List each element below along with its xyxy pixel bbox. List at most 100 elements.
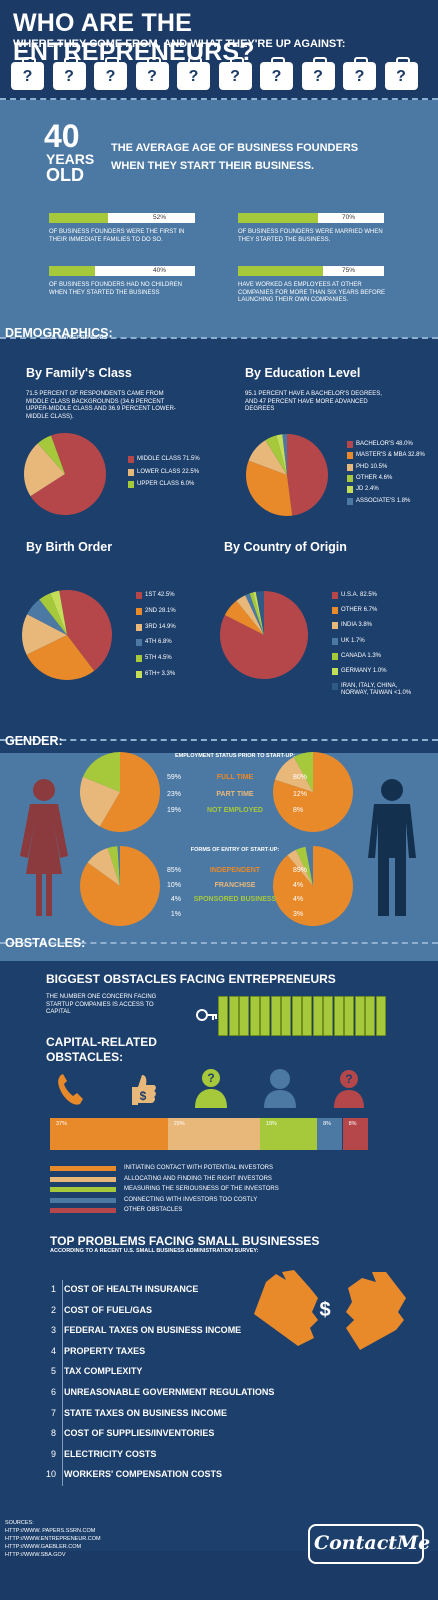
country-pie-slice — [224, 600, 264, 635]
male-percentage: 4% — [293, 881, 304, 889]
dollar-mark: $ — [319, 1299, 330, 1321]
female-percentage: 19% — [166, 807, 181, 814]
stat-bar-fill — [238, 213, 318, 223]
sources-label: SOURCES: — [5, 1520, 34, 1526]
family-legend-label: MIDDLE CLASS 71.5% — [137, 456, 200, 462]
stat-value: 70% — [342, 214, 356, 221]
demographics-subtitle: U.S. ENTREPRENEURS — [46, 335, 108, 341]
education-legend-swatch — [347, 463, 353, 471]
education-pie-slice — [282, 434, 287, 475]
problem-text: COST OF SUPPLIES/INVENTORIES — [64, 1428, 215, 1439]
biggest-obstacles-title: BIGGEST OBSTACLES FACING ENTREPRENEURS — [46, 972, 336, 986]
divider — [0, 98, 438, 100]
person-profile-icon — [264, 1069, 296, 1108]
education-legend-label: JD 2.4% — [356, 486, 379, 493]
country-legend-label: UK 1.7% — [341, 637, 365, 644]
problem-text: UNREASONABLE GOVERNMENT REGULATIONS — [64, 1387, 275, 1397]
thumbs-up-dollar-icon: $ — [132, 1075, 156, 1105]
banknote-icon — [365, 996, 375, 1036]
male_forms-pie-slice — [295, 846, 313, 886]
capital-bar-value: 18% — [265, 1121, 277, 1127]
briefcase-question-icon: ? — [177, 57, 210, 90]
age-old: OLD — [46, 165, 84, 185]
forms_rows-label: SPONSORED BUSINESS — [193, 896, 277, 903]
employment_rows-label: PART TIME — [216, 790, 254, 798]
birth-order-title: By Birth Order — [26, 540, 113, 554]
female_forms-pie-slice — [87, 847, 120, 886]
education-note: 95.1 PERCENT HAVE A BACHELOR'S DEGREES, … — [245, 391, 382, 412]
birth-pie-slice — [39, 593, 67, 635]
problems-separator — [62, 1280, 63, 1486]
capital-bar-value: 37% — [56, 1121, 68, 1127]
contactme-logo: ContactMe — [308, 1524, 430, 1564]
banknote-icon — [218, 996, 228, 1036]
contactme-logo-text: ContactMe — [314, 1532, 431, 1554]
briefcase-question-icon: ? — [94, 57, 127, 90]
country-legend-label: GERMANY 1.0% — [341, 668, 387, 674]
birth-pie-slice — [50, 590, 67, 635]
divider — [0, 337, 438, 339]
country-legend-swatch — [332, 622, 338, 630]
family-legend-label: LOWER CLASS 22.5% — [137, 468, 200, 475]
age-years: YEARS — [46, 151, 95, 167]
female-percentage: 85% — [166, 867, 181, 874]
education-legend-label: OTHER 4.6% — [356, 474, 393, 481]
female_forms-pie-slice — [107, 846, 120, 886]
male_employment-pie-slice — [274, 756, 313, 792]
age-number: 40 — [44, 118, 80, 154]
capital-legend-label: ALLOCATING AND FINDING THE RIGHT INVESTO… — [124, 1175, 272, 1182]
birth-pie-slice — [26, 635, 95, 681]
male-figure-icon — [368, 779, 416, 916]
stat-value: 52% — [153, 214, 167, 221]
source-link: HTTP://WWW.ENTREPRENEUR.COM — [5, 1536, 101, 1542]
problem-text: FEDERAL TAXES ON BUSINESS INCOME — [64, 1325, 242, 1336]
stat-bar: 75% — [238, 266, 384, 276]
problem-number: 4 — [50, 1345, 56, 1356]
phone-icon — [58, 1074, 83, 1105]
source-link: HTTP://WWW.GAEBLER.COM — [5, 1544, 82, 1550]
demographics-band — [0, 338, 438, 753]
male-percentage: 89% — [293, 867, 308, 874]
country-pie-slice — [253, 591, 264, 635]
education-legend-swatch — [347, 441, 353, 448]
birth-legend-swatch — [136, 607, 142, 615]
family-pie-slice — [24, 443, 66, 497]
banknote-icon — [302, 996, 312, 1036]
male-percentage: 3% — [293, 910, 304, 918]
obstacles-band — [0, 961, 438, 1551]
banknote-icon — [344, 996, 354, 1036]
banknote-icon — [291, 996, 302, 1036]
source-link: HTTP://WWW.SBA.GOV — [5, 1552, 66, 1558]
country-legend-swatch — [332, 668, 338, 675]
birth-legend-label: 2ND 28.1% — [145, 607, 176, 614]
capital-legend-swatch — [50, 1208, 116, 1213]
banknote-icon — [239, 996, 249, 1036]
family-class-note: 71.5 PERCENT OF RESPONDENTS CAME FROM MI… — [26, 391, 176, 420]
problem-number: 9 — [50, 1448, 56, 1459]
capital-bar-value: 8% — [323, 1121, 332, 1127]
problem-number: 7 — [50, 1407, 56, 1418]
female-figure-icon — [20, 779, 68, 916]
banknote-icon — [333, 996, 344, 1036]
female-percentage: 1% — [170, 910, 181, 918]
capital-legend-swatch — [50, 1176, 116, 1182]
problem-text: COST OF FUEL/GAS — [64, 1304, 153, 1315]
briefcase-question-icon: ? — [343, 57, 376, 90]
education-legend-label: ASSOCIATE'S 1.8% — [356, 497, 411, 504]
banknote-icon — [228, 996, 239, 1036]
education-pie-slice — [248, 440, 287, 475]
forms_rows-label: INDEPENDENT — [209, 867, 261, 874]
page-title: WHO ARE THE ENTREPRENEURS? — [13, 9, 255, 66]
capital-bar-segment: 8% — [317, 1118, 343, 1150]
female_employment-pie-slice — [82, 752, 120, 792]
capital-title-line2: OBSTACLES: — [46, 1050, 124, 1064]
country-legend-swatch — [332, 637, 338, 645]
female-percentage: 4% — [170, 896, 181, 903]
page-subtitle: WHERE THEY COME FROM, AND WHAT THEY'RE U… — [13, 38, 346, 50]
stat-value: 75% — [342, 267, 356, 274]
education-legend-swatch — [347, 452, 353, 460]
banknote-icon — [323, 996, 333, 1036]
demographics-title: DEMOGRAPHICS: — [5, 326, 113, 340]
male-percentage: 80% — [293, 774, 308, 781]
